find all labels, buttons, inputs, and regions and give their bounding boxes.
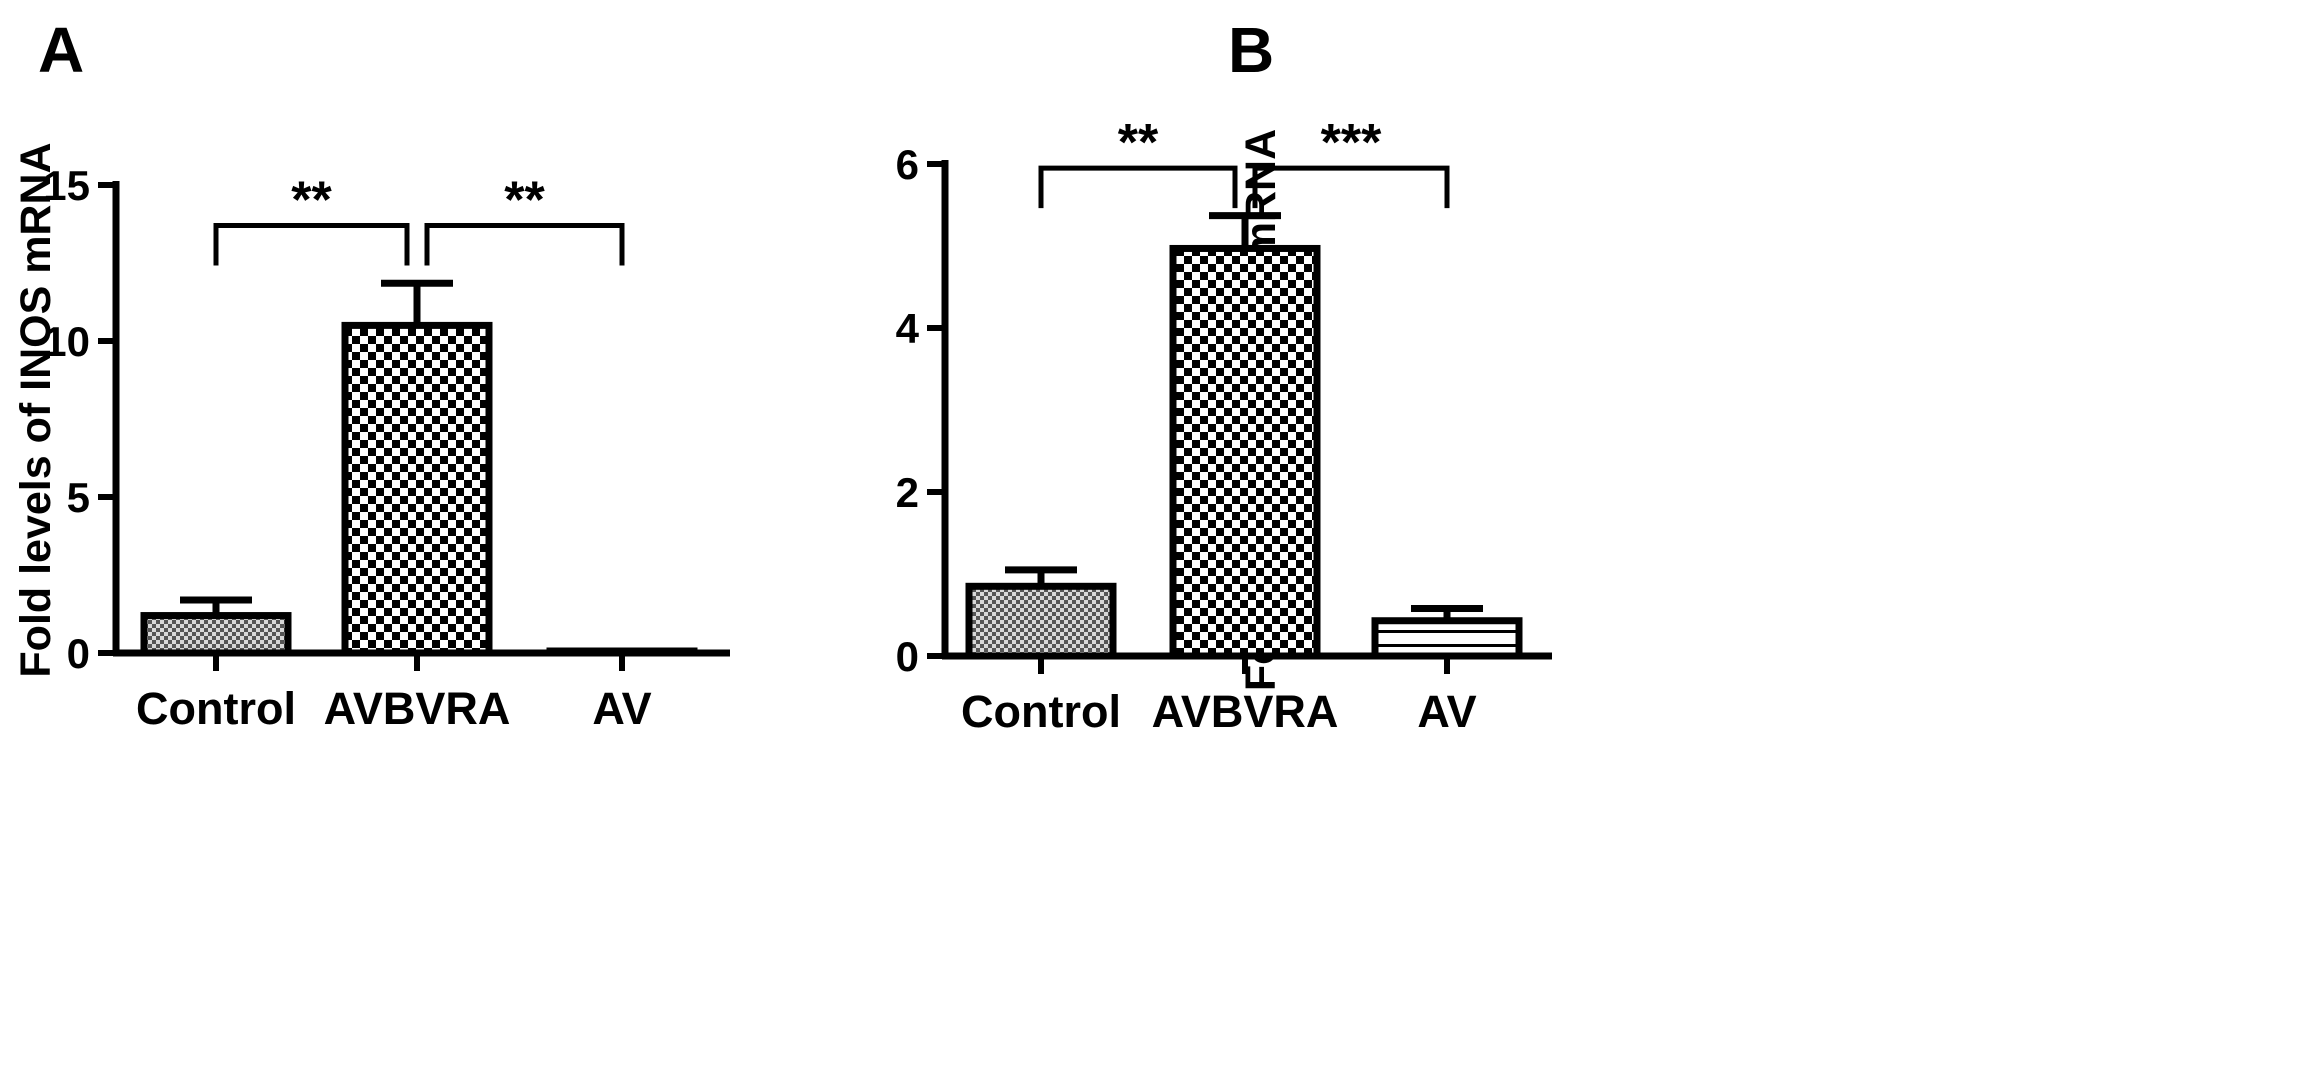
panel-a-bar-0 bbox=[140, 612, 292, 657]
panel-b-x-tick-label-1: AVBVRA bbox=[1152, 686, 1339, 737]
panel-b-x-tick-label-0: Control bbox=[961, 686, 1121, 737]
panel-a-y-tick-label-3: 15 bbox=[43, 162, 90, 209]
panel-a-significance-label-0: ** bbox=[291, 172, 332, 230]
panel-a-significance-bracket-0 bbox=[213, 223, 410, 266]
panel-b-significance-label-0: ** bbox=[1118, 114, 1159, 172]
panel-b-bar-2 bbox=[1371, 617, 1523, 660]
panel-a-bar-1 bbox=[341, 321, 493, 657]
panel-a-significance-bracket-1 bbox=[424, 223, 625, 266]
panel-a-y-tick-label-1: 5 bbox=[67, 474, 90, 521]
panel-b-bar-1 bbox=[1169, 244, 1321, 660]
panel-b-significance-bracket-1 bbox=[1252, 165, 1450, 209]
panel-b-y-tick-label-2: 4 bbox=[896, 305, 920, 352]
panel-b-y-tick-label-3: 6 bbox=[896, 141, 919, 188]
panel-b-letter: B bbox=[1228, 14, 1274, 86]
panel-b-y-tick-label-0: 0 bbox=[896, 633, 919, 680]
panel-a-y-tick-label-2: 10 bbox=[43, 318, 90, 365]
panel-a-y-tick-label-0: 0 bbox=[67, 630, 90, 677]
panel-b-significance-bracket-0 bbox=[1038, 165, 1238, 209]
panel-a-significance-label-1: ** bbox=[504, 172, 545, 230]
panel-b-y-tick-label-1: 2 bbox=[896, 469, 919, 516]
panel-a-x-tick-label-1: AVBVRA bbox=[324, 683, 511, 734]
panel-a-x-tick-label-0: Control bbox=[136, 683, 296, 734]
panel-a-plot: 0 5 10 15 Control AVBVRA AV ** ** bbox=[43, 162, 730, 734]
panel-b-significance-label-1: *** bbox=[1321, 114, 1382, 172]
panel-a-ylabel: Fold levels of INOS mRNA bbox=[12, 142, 60, 677]
panel-b: B Fold levels of ARG-1 mRNA 0246ControlA… bbox=[896, 14, 1552, 737]
panel-b-x-tick-label-2: AV bbox=[1417, 686, 1476, 737]
panel-a: A Fold levels of INOS mRNA 0 5 10 15 Control… bbox=[12, 14, 730, 734]
panel-a-letter: A bbox=[38, 14, 84, 86]
panel-a-x-tick-label-2: AV bbox=[592, 683, 651, 734]
panel-b-bar-0 bbox=[965, 582, 1117, 660]
